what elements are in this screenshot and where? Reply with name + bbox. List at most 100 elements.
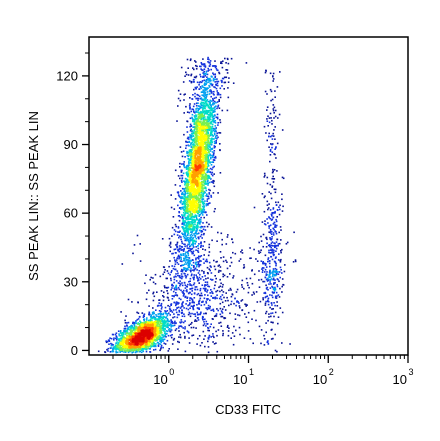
event-point bbox=[166, 339, 169, 342]
event-point bbox=[185, 166, 188, 169]
event-point bbox=[190, 251, 193, 253]
event-point bbox=[176, 261, 179, 264]
event-point bbox=[211, 119, 214, 121]
event-point bbox=[211, 83, 214, 86]
event-point bbox=[178, 313, 180, 316]
event-point bbox=[221, 310, 223, 313]
event-point bbox=[184, 253, 186, 255]
event-point bbox=[120, 334, 123, 337]
event-point bbox=[270, 302, 273, 304]
event-point bbox=[203, 323, 206, 325]
event-point bbox=[192, 79, 195, 81]
event-point bbox=[122, 340, 124, 342]
event-point bbox=[209, 60, 212, 62]
event-point bbox=[192, 201, 194, 204]
event-point bbox=[183, 197, 185, 200]
event-point bbox=[222, 275, 224, 278]
event-point bbox=[114, 333, 117, 336]
event-point bbox=[241, 286, 244, 288]
event-point bbox=[190, 260, 192, 262]
event-point bbox=[183, 180, 186, 183]
event-point bbox=[169, 246, 172, 248]
event-point bbox=[253, 206, 256, 209]
event-point bbox=[190, 207, 192, 209]
event-point bbox=[205, 145, 207, 147]
event-point bbox=[192, 307, 194, 310]
event-point bbox=[191, 252, 193, 255]
event-point bbox=[192, 301, 194, 303]
event-point bbox=[190, 110, 193, 113]
event-point bbox=[206, 113, 208, 115]
event-point bbox=[273, 228, 275, 231]
event-point bbox=[201, 156, 203, 158]
event-point bbox=[202, 131, 204, 133]
event-point bbox=[183, 188, 185, 190]
event-point bbox=[162, 340, 164, 342]
event-point bbox=[189, 234, 192, 237]
event-point bbox=[224, 300, 227, 302]
event-point bbox=[191, 287, 194, 290]
event-point bbox=[131, 332, 133, 334]
event-point bbox=[203, 102, 206, 105]
event-point bbox=[266, 341, 269, 343]
event-point bbox=[194, 236, 196, 238]
event-point bbox=[270, 242, 273, 245]
event-point bbox=[272, 108, 275, 110]
event-point bbox=[188, 158, 190, 161]
event-point bbox=[275, 273, 278, 276]
event-point bbox=[219, 119, 221, 121]
event-point bbox=[199, 144, 201, 147]
event-point bbox=[204, 88, 207, 91]
event-point bbox=[195, 226, 197, 229]
event-point bbox=[158, 299, 161, 301]
event-point bbox=[192, 132, 195, 134]
event-point bbox=[281, 198, 283, 201]
event-point bbox=[208, 119, 211, 121]
event-point bbox=[275, 270, 277, 272]
event-point bbox=[143, 320, 146, 322]
event-point bbox=[194, 86, 197, 89]
event-point bbox=[209, 114, 212, 116]
event-point bbox=[294, 260, 297, 263]
event-point bbox=[116, 341, 118, 343]
event-point bbox=[106, 340, 109, 343]
event-point bbox=[234, 318, 237, 320]
event-point bbox=[202, 222, 204, 224]
event-point bbox=[267, 258, 269, 261]
event-point bbox=[186, 222, 189, 225]
event-point bbox=[120, 349, 123, 352]
event-point bbox=[183, 221, 185, 224]
event-point bbox=[189, 150, 191, 152]
event-point bbox=[195, 265, 198, 268]
event-point bbox=[174, 275, 177, 278]
event-point bbox=[199, 259, 201, 262]
event-point bbox=[199, 213, 202, 216]
event-point bbox=[204, 147, 206, 149]
event-point bbox=[201, 124, 203, 127]
event-point bbox=[266, 204, 269, 206]
event-point bbox=[210, 164, 213, 166]
event-point bbox=[270, 272, 272, 274]
event-point bbox=[215, 135, 217, 138]
event-point bbox=[257, 250, 260, 252]
event-point bbox=[207, 156, 210, 159]
event-point bbox=[167, 326, 169, 329]
event-point bbox=[188, 261, 190, 263]
event-point bbox=[215, 342, 217, 344]
event-point bbox=[197, 313, 199, 316]
event-point bbox=[178, 219, 181, 222]
event-point bbox=[186, 289, 188, 291]
event-point bbox=[195, 211, 198, 213]
event-point bbox=[277, 117, 279, 119]
event-point bbox=[187, 196, 189, 198]
event-point bbox=[188, 145, 190, 147]
event-point bbox=[160, 346, 162, 349]
event-point bbox=[206, 214, 208, 216]
event-point bbox=[175, 292, 177, 294]
event-point bbox=[202, 190, 205, 193]
event-point bbox=[190, 231, 192, 233]
event-point bbox=[205, 146, 208, 149]
event-point bbox=[208, 334, 211, 337]
event-point bbox=[204, 91, 207, 93]
event-point bbox=[206, 289, 209, 291]
